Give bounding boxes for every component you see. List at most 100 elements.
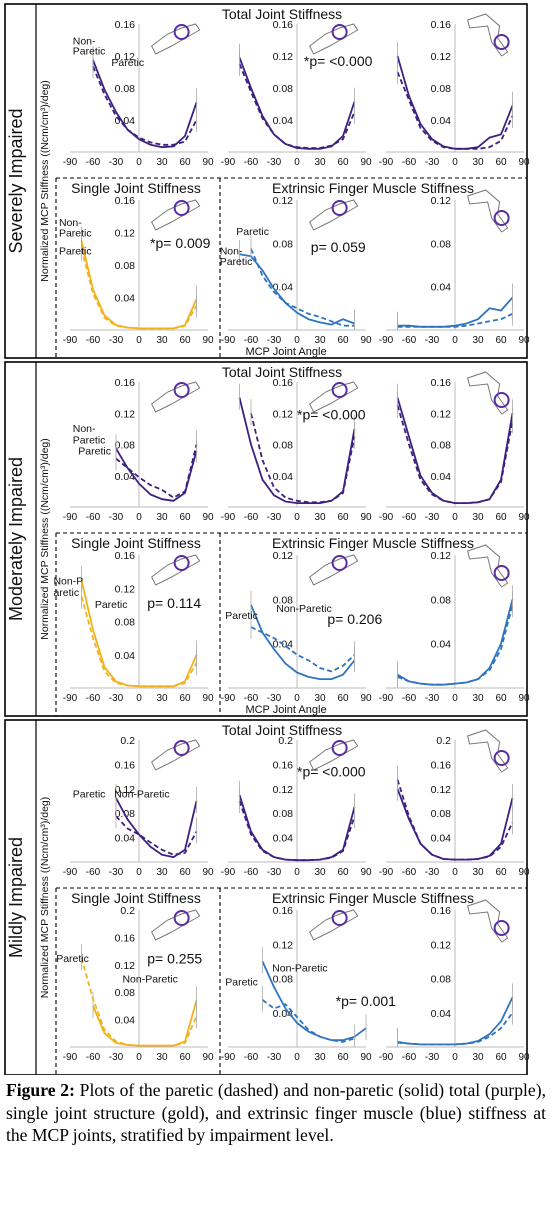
x-tick-label: -60	[244, 867, 259, 878]
series-annotation: Non-Paretic	[114, 788, 169, 800]
hand-outline	[309, 23, 359, 55]
x-axis-label: MCP Joint Angle	[245, 704, 326, 716]
y-tick-label: 0.12	[273, 408, 294, 420]
x-tick-label: 0	[136, 867, 142, 878]
joint-marker	[493, 34, 510, 50]
x-tick-label: 0	[452, 512, 458, 523]
x-tick-label: -30	[267, 693, 282, 704]
y-tick-label: 0.04	[431, 1008, 452, 1020]
y-tick-label: 0.12	[115, 228, 136, 240]
y-tick-label: 0.12	[273, 550, 294, 562]
p-value-annotation: *p= 0.009	[150, 235, 211, 251]
x-tick-label: -60	[244, 157, 259, 168]
x-tick-label: 0	[294, 1052, 300, 1063]
caption-label: Figure 2:	[6, 1080, 75, 1100]
p-value-annotation: *p= <0.000	[304, 53, 373, 69]
y-tick-label: 0.12	[115, 51, 136, 63]
x-tick-label: -60	[244, 693, 259, 704]
group-frame	[4, 3, 528, 359]
x-tick-label: 30	[472, 867, 484, 878]
x-tick-label: 30	[156, 157, 168, 168]
y-tick-label: 0.16	[431, 905, 452, 917]
x-tick-label: -90	[221, 693, 236, 704]
x-tick-label: 30	[472, 693, 484, 704]
y-tick-label: 0.08	[115, 987, 136, 999]
figure: Severely Impaired Normalized MCP Stiffnes…	[4, 3, 530, 1075]
series-annotation: Paretic	[59, 246, 92, 258]
y-axis-label: Normalized MCP Stiffness ((Ncm/cm³)/deg)	[39, 80, 51, 281]
series-line-dashed	[238, 800, 356, 862]
y-tick-label: 0.16	[115, 377, 136, 389]
p-value-annotation: *p= 0.001	[336, 993, 397, 1009]
x-tick-label: 90	[360, 335, 372, 346]
series-annotation: Non-	[73, 35, 96, 47]
y-tick-label: 0.04	[431, 833, 452, 845]
x-tick-label: -30	[109, 867, 124, 878]
series-annotation: Paretic	[225, 976, 258, 988]
y-tick-label: 0.08	[115, 83, 136, 95]
series-line-dashed	[261, 999, 355, 1043]
y-tick-label: 0.16	[431, 19, 452, 31]
hand-outline	[467, 371, 509, 415]
x-tick-label: -30	[267, 867, 282, 878]
single-title: Single Joint Stiffness	[71, 535, 201, 551]
x-tick-label: -90	[379, 1052, 394, 1063]
x-tick-label: -30	[267, 335, 282, 346]
x-tick-label: -30	[267, 157, 282, 168]
chart-panel: 0.04 0.08 0.12 -90 -60 -30 0 30 60 90	[379, 550, 530, 704]
x-tick-label: 30	[472, 1052, 484, 1063]
x-tick-label: 0	[452, 1052, 458, 1063]
x-tick-label: -30	[425, 693, 440, 704]
x-tick-label: 0	[452, 693, 458, 704]
x-tick-label: 60	[495, 1052, 507, 1063]
series-annotation: Paretic	[111, 57, 144, 69]
total-title: Total Joint Stiffness	[222, 722, 342, 738]
x-tick-label: -30	[109, 512, 124, 523]
x-tick-label: 30	[156, 867, 168, 878]
y-tick-label: 0.2	[120, 905, 135, 917]
series-line-solid	[250, 604, 356, 680]
series-annotation: Paretic	[95, 599, 128, 611]
total-title: Total Joint Stiffness	[222, 364, 342, 380]
extrinsic-title: Extrinsic Finger Muscle Stiffness	[272, 535, 474, 551]
p-value-annotation: p= 0.059	[311, 239, 366, 255]
y-tick-label: 0.12	[115, 784, 136, 796]
x-tick-label: 0	[452, 867, 458, 878]
x-tick-label: -60	[402, 335, 417, 346]
x-tick-label: 60	[337, 512, 349, 523]
series-line-dashed	[250, 626, 356, 673]
total-title: Total Joint Stiffness	[222, 6, 342, 22]
x-tick-label: -90	[221, 157, 236, 168]
hand-outline	[467, 189, 509, 233]
x-tick-label: 0	[294, 512, 300, 523]
x-tick-label: 30	[156, 335, 168, 346]
y-tick-label: 0.04	[115, 293, 136, 305]
joint-marker	[331, 910, 348, 926]
x-tick-label: -60	[86, 157, 101, 168]
hand-outline	[151, 381, 201, 413]
series-annotation: Paretic	[73, 46, 106, 58]
series-annotation: Non-	[59, 217, 82, 229]
joint-marker	[173, 740, 190, 756]
x-tick-label: 0	[136, 1052, 142, 1063]
x-tick-label: 30	[156, 1052, 168, 1063]
y-tick-label: 0.08	[115, 440, 136, 452]
y-tick-label: 0.08	[273, 974, 294, 986]
x-tick-label: 60	[337, 1052, 349, 1063]
x-tick-label: -60	[86, 693, 101, 704]
y-tick-label: 0.16	[115, 759, 136, 771]
series-line-dashed	[397, 604, 514, 686]
x-tick-label: -90	[63, 693, 78, 704]
chart-panel: 0.04 0.08 0.12 0.16 -90 -60 -30 0 30 60 90 Non-Pare…	[53, 550, 214, 704]
series-annotation: Paretic	[56, 953, 89, 965]
series-line-dashed	[250, 248, 355, 327]
chart-panel: 0.04 0.08 0.12 0.16 0.2 -90 -60 -30 0 30 60 90 *p= <…	[221, 735, 372, 878]
x-tick-label: 0	[136, 512, 142, 523]
x-tick-label: -30	[109, 693, 124, 704]
y-tick-label: 0.16	[273, 759, 294, 771]
x-tick-label: -90	[379, 867, 394, 878]
y-tick-label: 0.08	[273, 594, 294, 606]
p-value-annotation: p= 0.255	[147, 950, 202, 966]
x-tick-label: 60	[337, 693, 349, 704]
x-tick-label: 60	[179, 867, 191, 878]
